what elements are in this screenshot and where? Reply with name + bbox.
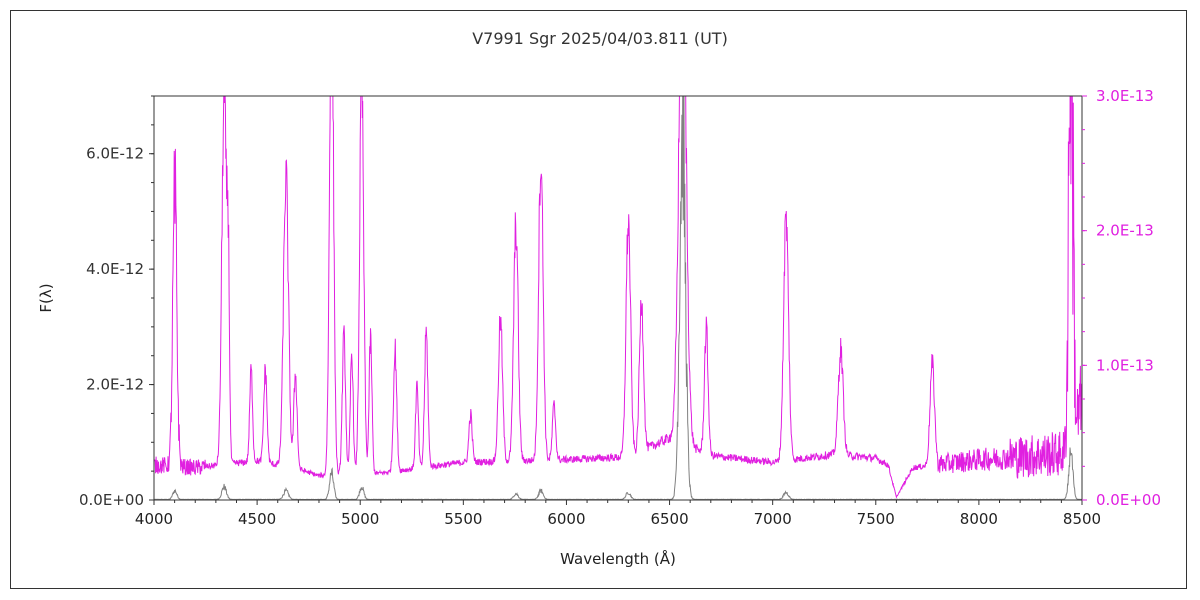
y-left-tick-label: 4.0E-12: [86, 260, 144, 278]
y-left-tick-label: 2.0E-12: [86, 376, 144, 394]
x-tick-label: 7000: [754, 510, 792, 528]
x-tick-label: 4500: [238, 510, 276, 528]
y-right-tick-label: 0.0E+00: [1096, 491, 1161, 509]
x-tick-label: 5000: [341, 510, 379, 528]
x-tick-label: 7500: [857, 510, 895, 528]
x-tick-label: 8500: [1063, 510, 1101, 528]
x-axis-label: Wavelength (Å): [560, 549, 676, 568]
series-layer: [154, 96, 1082, 500]
x-tick-label: 6500: [650, 510, 688, 528]
y-right-tick-label: 3.0E-13: [1096, 87, 1154, 105]
x-tick-label: 8000: [960, 510, 998, 528]
y-left-tick-label: 0.0E+00: [79, 491, 144, 509]
x-tick-label: 6000: [547, 510, 585, 528]
x-tick-label: 4000: [135, 510, 173, 528]
y-right-tick-label: 2.0E-13: [1096, 222, 1154, 240]
y-axis-label: F(λ): [37, 283, 55, 312]
series-line-magenta: [154, 96, 1082, 499]
x-tick-label: 5500: [444, 510, 482, 528]
y-left-tick-label: 6.0E-12: [86, 145, 144, 163]
axes-layer: 4000 4500 5000 5500 6000 6500 7000 7500 8000 8500…: [79, 87, 1161, 528]
y-right-tick-label: 1.0E-13: [1096, 356, 1154, 374]
chart-frame: V7991 Sgr 2025/04/03.811 (UT) 4000 4500 50…: [10, 10, 1187, 589]
spectrum-chart: V7991 Sgr 2025/04/03.811 (UT) 4000 4500 50…: [37, 29, 1161, 568]
chart-title: V7991 Sgr 2025/04/03.811 (UT): [472, 29, 728, 48]
plot-area-border: [153, 95, 1083, 501]
